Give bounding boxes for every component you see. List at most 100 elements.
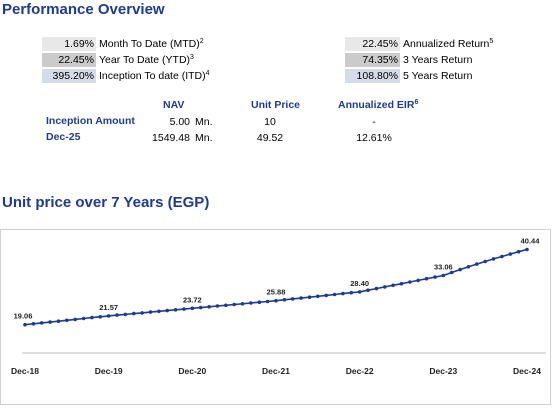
data-point bbox=[299, 296, 303, 300]
data-point bbox=[433, 275, 437, 279]
nav-unit: Mn. bbox=[195, 116, 213, 128]
data-point bbox=[232, 302, 236, 307]
perf-value: 108.80% bbox=[345, 69, 400, 83]
nav-value: 5.00 bbox=[169, 116, 190, 128]
data-label: 23.72 bbox=[183, 295, 202, 304]
data-point bbox=[123, 312, 128, 317]
x-tick-label: Dec-23 bbox=[429, 366, 457, 376]
row-label-inception: Inception Amount bbox=[46, 115, 135, 127]
data-point bbox=[483, 259, 488, 264]
x-tick-label: Dec-20 bbox=[178, 366, 206, 376]
data-point bbox=[324, 293, 329, 298]
data-point bbox=[140, 311, 144, 315]
data-point bbox=[165, 308, 169, 313]
data-point bbox=[424, 276, 429, 281]
perf-label: 3 Years Return bbox=[403, 54, 473, 66]
data-label: 40.44 bbox=[521, 236, 541, 245]
data-point bbox=[81, 316, 86, 321]
data-point bbox=[73, 317, 77, 322]
perf-label: Inception To date (ITD)4 bbox=[99, 70, 210, 82]
data-label: 19.06 bbox=[14, 312, 33, 321]
chart-title: Unit price over 7 Years (EGP) bbox=[2, 194, 210, 211]
x-tick-label: Dec-22 bbox=[346, 366, 374, 376]
data-point-yearly bbox=[23, 322, 27, 327]
nav-header: NAV bbox=[163, 99, 185, 111]
data-point bbox=[458, 267, 462, 272]
nav-unit: Mn. bbox=[195, 132, 213, 144]
data-point-yearly bbox=[274, 298, 278, 303]
data-point bbox=[508, 252, 513, 256]
perf-value: 74.35% bbox=[345, 53, 400, 67]
data-point bbox=[290, 297, 295, 301]
row-label-dec25: Dec-25 bbox=[46, 131, 81, 143]
data-point bbox=[148, 310, 153, 314]
data-point bbox=[391, 283, 395, 288]
data-point bbox=[48, 320, 52, 324]
data-point bbox=[374, 286, 379, 291]
perf-row-ytd: 22.45% Year To Date (YTD)3 bbox=[42, 53, 282, 67]
data-point bbox=[115, 313, 119, 317]
perf-value: 22.45% bbox=[42, 53, 96, 67]
data-point bbox=[366, 288, 370, 293]
data-point bbox=[408, 280, 412, 284]
perf-row-mtd: 1.69% Month To Date (MTD)2 bbox=[42, 37, 282, 51]
eir-value: 12.61% bbox=[356, 132, 392, 144]
data-point bbox=[307, 295, 312, 300]
x-tick-label: Dec-19 bbox=[95, 366, 123, 376]
data-point bbox=[383, 285, 387, 289]
data-point bbox=[224, 303, 228, 308]
x-tick-label: Dec-18 bbox=[11, 366, 39, 376]
data-point bbox=[265, 299, 270, 304]
x-tick-label: Dec-24 bbox=[513, 366, 541, 376]
unit-price-value: 49.52 bbox=[256, 132, 284, 144]
data-point bbox=[65, 318, 69, 323]
data-point bbox=[198, 305, 203, 310]
data-point bbox=[500, 254, 504, 259]
data-point bbox=[475, 262, 479, 266]
nav-value: 1549.48 bbox=[152, 132, 190, 144]
data-point-yearly bbox=[190, 306, 195, 311]
data-point bbox=[240, 302, 245, 306]
perf-value: 395.20% bbox=[42, 69, 96, 83]
data-point bbox=[90, 315, 94, 320]
data-point bbox=[173, 308, 178, 312]
data-point bbox=[399, 281, 404, 286]
perf-row-3y: 74.35% 3 Years Return bbox=[345, 53, 545, 67]
perf-label: Year To Date (YTD)3 bbox=[99, 54, 194, 66]
data-point bbox=[341, 291, 345, 296]
perf-row-5y: 108.80% 5 Years Return bbox=[345, 69, 545, 83]
data-point bbox=[56, 319, 61, 324]
data-label: 21.57 bbox=[99, 303, 118, 312]
data-point-yearly bbox=[441, 273, 446, 278]
perf-label: Month To Date (MTD)2 bbox=[99, 38, 204, 50]
data-point bbox=[416, 278, 421, 283]
data-point bbox=[39, 321, 44, 325]
perf-label: 5 Years Return bbox=[403, 70, 473, 82]
data-point bbox=[332, 292, 337, 297]
data-point bbox=[249, 301, 253, 305]
data-point bbox=[449, 270, 454, 275]
data-point-yearly bbox=[357, 290, 362, 294]
unit-price-value: 10 bbox=[264, 116, 276, 128]
eir-value: - bbox=[372, 116, 376, 128]
perf-row-itd: 395.20% Inception To date (ITD)4 bbox=[42, 69, 282, 83]
data-point bbox=[316, 294, 320, 299]
data-point bbox=[31, 322, 36, 326]
perf-label: Annualized Return5 bbox=[403, 38, 494, 50]
data-point bbox=[157, 309, 161, 314]
eir-header: Annualized EIR6 bbox=[338, 99, 419, 111]
data-point bbox=[282, 298, 287, 302]
data-label: 25.88 bbox=[267, 288, 286, 297]
page-title: Performance Overview bbox=[2, 1, 165, 18]
data-point bbox=[466, 265, 471, 269]
data-point-yearly bbox=[525, 247, 529, 252]
data-label: 33.06 bbox=[434, 262, 453, 271]
data-point bbox=[98, 315, 103, 319]
chart-frame bbox=[0, 229, 551, 405]
data-point-yearly bbox=[106, 314, 111, 318]
perf-value: 1.69% bbox=[42, 37, 96, 51]
data-point bbox=[257, 300, 262, 305]
data-label: 28.40 bbox=[350, 279, 369, 288]
data-point bbox=[349, 290, 354, 295]
